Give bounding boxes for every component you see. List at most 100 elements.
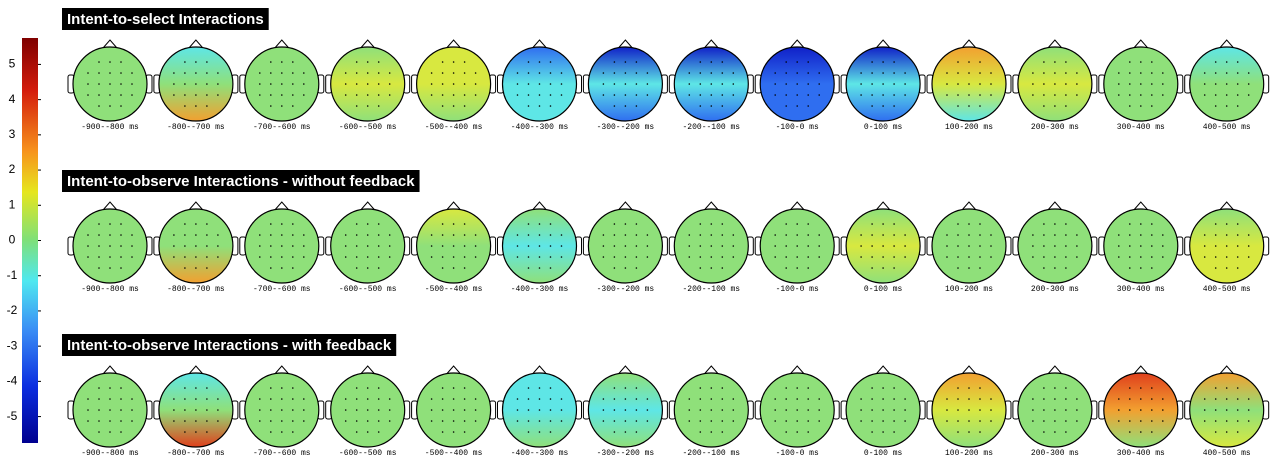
- electrode: [259, 94, 261, 96]
- electrode: [796, 387, 798, 389]
- electrode: [377, 105, 380, 107]
- electrode: [1043, 398, 1045, 400]
- electrode: [281, 94, 283, 96]
- electrode: [560, 398, 563, 400]
- electrode: [441, 256, 444, 258]
- colorbar-tick-label: 0: [9, 233, 16, 247]
- electrode: [721, 234, 724, 236]
- electrode: [463, 61, 466, 63]
- electrode: [710, 256, 713, 258]
- electrode: [796, 105, 798, 107]
- electrode: [366, 83, 369, 85]
- electrode: [818, 256, 820, 258]
- electrode: [452, 83, 455, 85]
- electrode: [1043, 94, 1045, 96]
- electrode: [602, 234, 605, 236]
- electrode: [904, 72, 906, 74]
- electrode: [1054, 83, 1056, 85]
- electrode: [463, 387, 466, 389]
- electrode: [860, 83, 862, 85]
- electrode: [699, 420, 702, 422]
- electrode: [1162, 72, 1164, 74]
- electrode: [538, 398, 541, 400]
- time-window-label: -800--700 ms: [167, 123, 225, 132]
- electrode: [452, 94, 455, 96]
- electrode: [377, 72, 380, 74]
- electrode: [430, 245, 433, 247]
- electrode: [441, 105, 444, 107]
- head-nose: [1133, 39, 1149, 49]
- electrode: [710, 223, 713, 225]
- electrode: [968, 72, 970, 74]
- electrode: [441, 387, 444, 389]
- electrode: [796, 83, 798, 85]
- electrode: [646, 94, 649, 96]
- electrode: [721, 223, 724, 225]
- electrode: [796, 72, 798, 74]
- electrode: [452, 105, 455, 107]
- electrode: [452, 398, 455, 400]
- electrode: [646, 409, 649, 411]
- electrode: [377, 267, 380, 269]
- electrode: [366, 223, 369, 225]
- electrode: [882, 234, 884, 236]
- electrode: [206, 94, 208, 96]
- time-window-label: 300-400 ms: [1117, 123, 1165, 132]
- electrode: [259, 398, 261, 400]
- electrode: [732, 256, 735, 258]
- electrode: [527, 61, 530, 63]
- electrode: [624, 409, 627, 411]
- electrode: [270, 431, 272, 433]
- electrode: [1151, 256, 1153, 258]
- electrode: [527, 431, 530, 433]
- electrode: [131, 72, 133, 74]
- time-window-label: 0-100 ms: [864, 449, 903, 458]
- electrode: [624, 61, 627, 63]
- electrode: [1054, 72, 1056, 74]
- electrode: [452, 72, 455, 74]
- head-nose: [188, 201, 204, 211]
- electrode: [173, 72, 175, 74]
- electrode: [120, 256, 122, 258]
- electrode: [303, 409, 305, 411]
- electrode: [882, 105, 884, 107]
- electrode: [217, 234, 219, 236]
- electrode: [120, 245, 122, 247]
- time-window-label: -900--800 ms: [81, 285, 139, 294]
- electrode: [946, 420, 948, 422]
- electrode: [882, 83, 884, 85]
- electrode: [452, 387, 455, 389]
- electrode: [613, 234, 616, 236]
- electrode: [355, 398, 358, 400]
- electrode: [430, 94, 433, 96]
- electrode: [893, 61, 895, 63]
- electrode: [946, 234, 948, 236]
- electrode: [292, 105, 294, 107]
- electrode: [292, 409, 294, 411]
- electrode: [1236, 61, 1239, 63]
- electrode: [463, 245, 466, 247]
- electrode: [98, 83, 100, 85]
- time-window-label: -100-0 ms: [776, 449, 819, 458]
- electrode: [452, 431, 455, 433]
- electrode: [871, 420, 873, 422]
- electrode: [624, 105, 627, 107]
- electrode: [1236, 223, 1239, 225]
- electrode: [710, 105, 713, 107]
- electrode: [527, 223, 530, 225]
- electrode: [1140, 245, 1142, 247]
- electrode: [613, 398, 616, 400]
- electrode: [1118, 409, 1120, 411]
- electrode: [1043, 105, 1045, 107]
- electrode: [904, 420, 906, 422]
- electrode: [377, 83, 380, 85]
- electrode: [1214, 223, 1217, 225]
- electrode: [344, 420, 347, 422]
- electrode: [1129, 72, 1131, 74]
- time-window-label: -800--700 ms: [167, 285, 225, 294]
- colorbar-tick-label: -3: [7, 338, 18, 352]
- electrode: [635, 94, 638, 96]
- time-window-label: 100-200 ms: [945, 123, 993, 132]
- electrode: [721, 105, 724, 107]
- electrode: [979, 267, 981, 269]
